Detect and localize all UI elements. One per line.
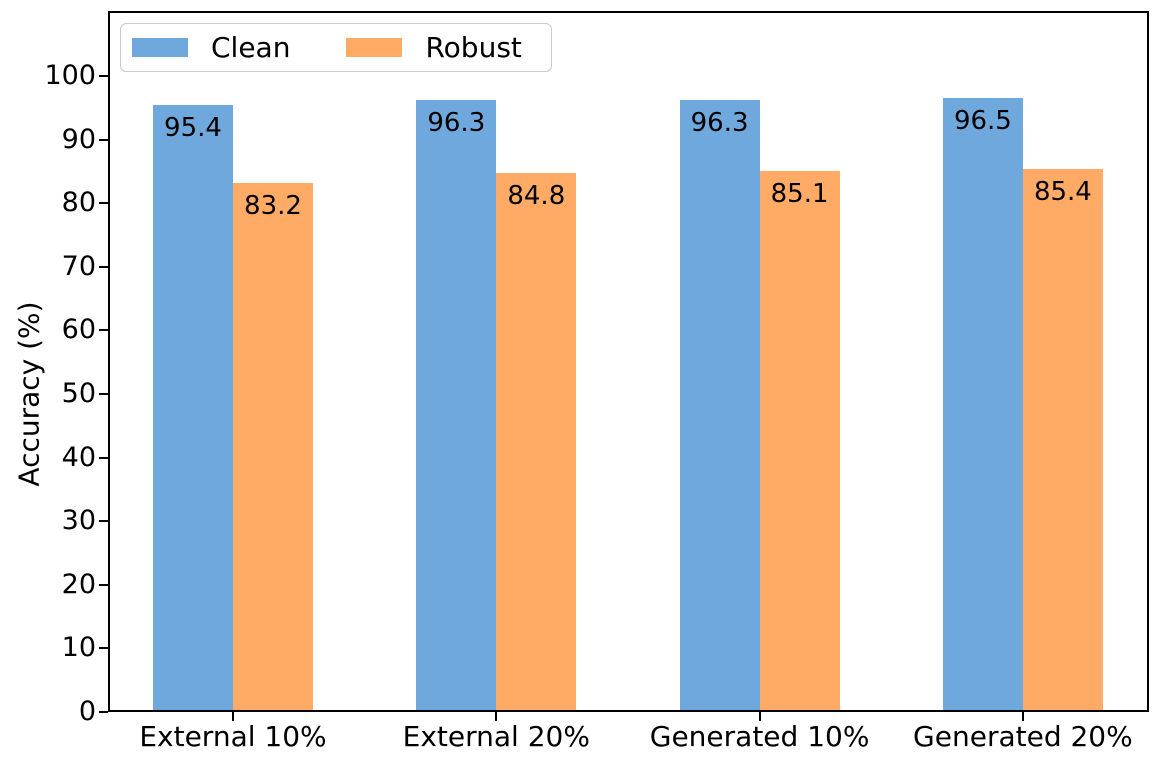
bar-value-label: 83.2 (244, 190, 302, 221)
bar-robust-group-0 (233, 182, 313, 711)
y-tick-mark-40 (99, 456, 108, 459)
y-tick-mark-80 (99, 202, 108, 205)
bar-robust-group-3 (1022, 168, 1103, 711)
x-tick-mark-3 (1021, 712, 1024, 721)
x-tick-mark-0 (232, 712, 234, 721)
y-tick-label-0: 0 (78, 696, 96, 727)
y-tick-label-100: 100 (44, 60, 96, 91)
x-tick-mark-1 (495, 712, 498, 721)
y-tick-label-30: 30 (61, 505, 96, 537)
y-tick-label-80: 80 (61, 187, 96, 219)
legend-entry-clean: Clean (132, 30, 291, 64)
y-tick-label-50: 50 (61, 378, 96, 409)
x-tick-mark-2 (758, 712, 761, 721)
y-tick-label-40: 40 (61, 441, 96, 473)
bar-value-label: 85.1 (770, 178, 829, 209)
legend-swatch-clean-icon (132, 38, 188, 57)
bar-value-label: 96.3 (427, 107, 486, 138)
legend-label-clean: Clean (211, 30, 291, 64)
x-category-label: Generated 10% (649, 720, 870, 753)
bar-value-label: 84.8 (507, 180, 566, 211)
bar-clean-group-0 (153, 105, 233, 711)
y-tick-mark-60 (99, 329, 108, 332)
bar-clean-group-2 (679, 99, 760, 711)
bar-clean-group-1 (416, 99, 497, 711)
y-tick-mark-100 (99, 75, 108, 77)
bar-value-label: 96.5 (953, 106, 1012, 137)
y-tick-mark-50 (99, 393, 108, 395)
y-tick-label-20: 20 (61, 568, 96, 600)
y-tick-label-60: 60 (61, 314, 96, 346)
y-tick-mark-10 (99, 647, 108, 650)
legend-label-robust: Robust (425, 30, 522, 64)
bar-value-label: 85.4 (1033, 176, 1092, 207)
legend-swatch-robust-icon (346, 38, 403, 57)
y-tick-mark-70 (99, 265, 108, 268)
x-category-label: External 20% (402, 720, 590, 753)
y-tick-label-90: 90 (61, 123, 96, 155)
legend: Clean Robust (120, 23, 552, 72)
y-tick-mark-90 (99, 138, 108, 141)
legend-entry-robust: Robust (346, 30, 522, 64)
y-tick-label-10: 10 (61, 632, 96, 664)
y-tick-label-70: 70 (61, 250, 96, 282)
y-tick-mark-30 (99, 520, 108, 523)
y-tick-mark-20 (99, 583, 108, 586)
x-category-label: Generated 20% (913, 720, 1133, 753)
bar-value-label: 96.3 (690, 107, 749, 138)
y-tick-mark-0 (99, 711, 108, 713)
bar-robust-group-1 (496, 172, 577, 711)
bar-robust-group-2 (759, 170, 840, 711)
x-category-label: External 10% (139, 720, 327, 753)
bar-clean-group-3 (942, 98, 1023, 711)
bar-value-label: 95.4 (164, 113, 222, 144)
